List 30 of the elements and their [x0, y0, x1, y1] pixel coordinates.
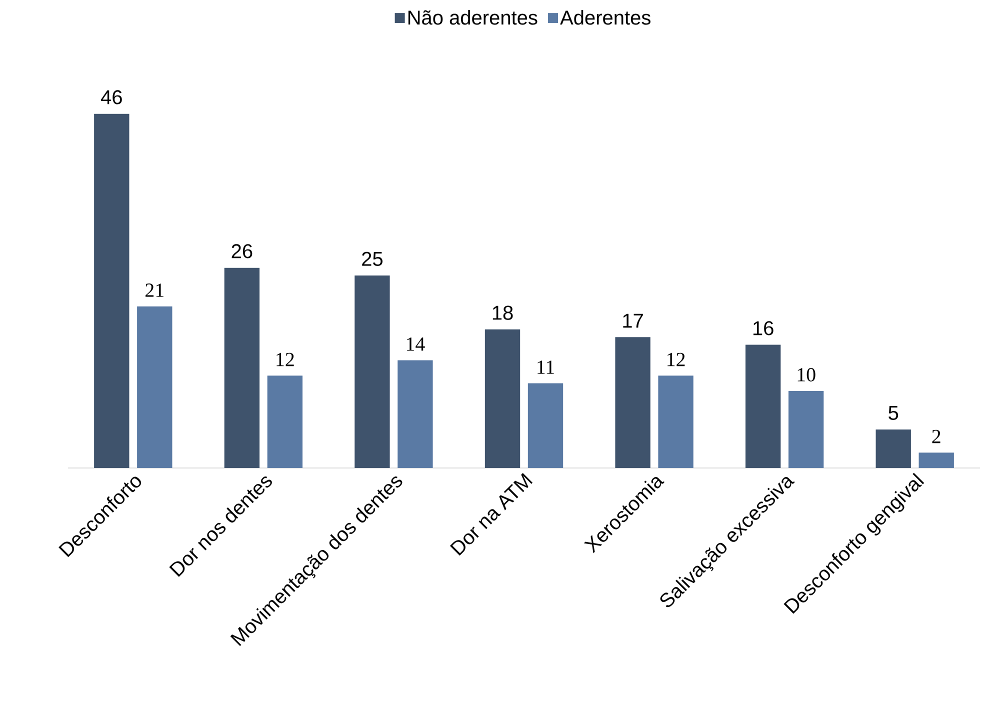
data-label: 14 — [406, 337, 425, 351]
data-label: 25 — [362, 252, 383, 266]
bar — [918, 452, 954, 468]
data-label: 18 — [492, 306, 513, 320]
data-label: 5 — [888, 406, 898, 420]
bar — [224, 268, 260, 468]
data-label: 16 — [753, 321, 774, 336]
bar — [398, 360, 433, 468]
bar — [94, 114, 130, 468]
bar — [528, 383, 564, 468]
bar — [658, 376, 694, 468]
bar — [615, 337, 650, 468]
data-label: 2 — [932, 430, 940, 444]
bar — [876, 430, 911, 468]
data-label: 46 — [100, 90, 122, 104]
bar — [267, 376, 303, 468]
bar — [788, 391, 824, 468]
legend-label: Não aderentes — [408, 10, 538, 25]
bar — [745, 344, 781, 468]
data-label: 11 — [538, 360, 554, 374]
data-label: 26 — [232, 244, 252, 258]
data-label: 17 — [623, 314, 643, 328]
bar — [137, 306, 172, 468]
legend-label: Aderentes — [560, 10, 650, 25]
bar — [484, 329, 520, 468]
data-label: 12 — [668, 352, 685, 366]
data-label: 21 — [146, 284, 164, 297]
data-label: 12 — [276, 352, 294, 366]
data-label: 10 — [798, 368, 816, 382]
bar — [354, 276, 390, 468]
